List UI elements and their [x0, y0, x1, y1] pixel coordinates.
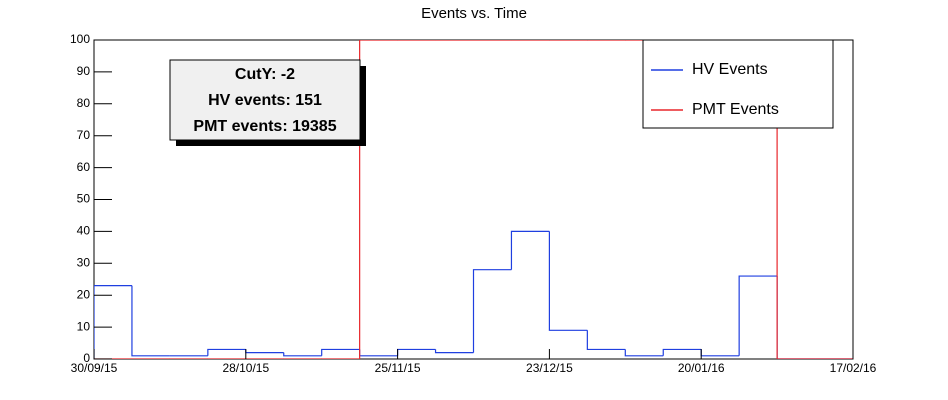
y-tick-label: 90 — [77, 64, 91, 78]
legend-label: PMT Events — [692, 101, 779, 118]
histogram-step — [700, 349, 740, 357]
y-tick-label: 0 — [83, 351, 90, 365]
x-tick-label: 30/09/15 — [71, 361, 118, 375]
annotation: CutY: -2 — [235, 66, 295, 83]
histogram-step — [624, 349, 664, 357]
histogram-step — [245, 349, 284, 354]
legend — [642, 39, 834, 129]
annotation: PMT events: 19385 — [193, 118, 336, 135]
annotation: HV events: 151 — [208, 92, 322, 109]
histogram-step — [434, 349, 474, 354]
y-tick-label: 60 — [77, 160, 91, 174]
histogram-step — [131, 285, 170, 357]
histogram-step — [359, 349, 398, 357]
y-tick-label: 50 — [77, 192, 91, 206]
histogram-step — [472, 269, 512, 353]
y-tick-label: 80 — [77, 96, 91, 110]
histogram-step — [586, 330, 626, 351]
annotation-box — [169, 59, 361, 141]
histogram-step — [321, 348, 360, 356]
histogram-step — [397, 348, 436, 356]
y-tick-label: 20 — [77, 287, 91, 301]
histogram-step — [776, 40, 816, 359]
histogram-step — [548, 231, 588, 331]
y-tick-label: 10 — [77, 319, 91, 333]
x-tick-label: 20/01/16 — [678, 361, 725, 375]
legend-label: HV Events — [692, 61, 768, 78]
x-tick-label: 23/12/15 — [526, 361, 573, 375]
y-tick-label: 100 — [70, 32, 90, 46]
histogram-step — [94, 285, 132, 359]
histogram-step — [662, 348, 702, 356]
histogram-step — [510, 230, 550, 270]
x-tick-label: 28/10/15 — [222, 361, 269, 375]
y-tick-label: 70 — [77, 128, 91, 142]
y-tick-label: 40 — [77, 224, 91, 238]
x-tick-label: 17/02/16 — [830, 361, 877, 375]
histogram-step — [738, 275, 778, 356]
x-tick-label: 25/11/15 — [375, 361, 421, 375]
histogram-step — [207, 348, 246, 356]
histogram-step — [776, 276, 816, 359]
histogram-step — [283, 352, 322, 357]
y-tick-label: 30 — [77, 255, 91, 269]
chart-title: Events vs. Time — [421, 5, 527, 22]
histogram-step — [359, 40, 398, 359]
